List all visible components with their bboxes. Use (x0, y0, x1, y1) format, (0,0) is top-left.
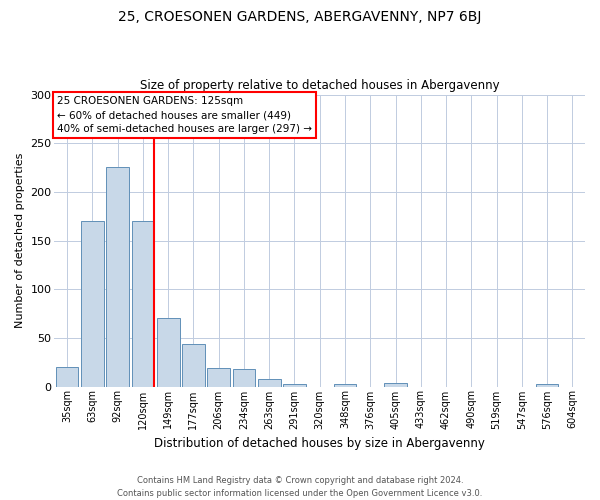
Bar (233, 369, 256, 386)
Bar (283, 384, 306, 386)
Text: 25 CROESONEN GARDENS: 125sqm
← 60% of detached houses are smaller (449)
40% of s: 25 CROESONEN GARDENS: 125sqm ← 60% of de… (57, 96, 312, 134)
Bar (182, 344, 205, 386)
Bar (106, 166, 129, 386)
Bar (208, 368, 230, 386)
Bar (157, 318, 179, 386)
Text: 25, CROESONEN GARDENS, ABERGAVENNY, NP7 6BJ: 25, CROESONEN GARDENS, ABERGAVENNY, NP7 … (118, 10, 482, 24)
Bar (131, 221, 154, 386)
Bar (81, 221, 104, 386)
Bar (56, 367, 79, 386)
Y-axis label: Number of detached properties: Number of detached properties (15, 153, 25, 328)
X-axis label: Distribution of detached houses by size in Abergavenny: Distribution of detached houses by size … (154, 437, 485, 450)
Title: Size of property relative to detached houses in Abergavenny: Size of property relative to detached ho… (140, 79, 500, 92)
Bar (536, 384, 559, 386)
Text: Contains HM Land Registry data © Crown copyright and database right 2024.
Contai: Contains HM Land Registry data © Crown c… (118, 476, 482, 498)
Bar (334, 384, 356, 386)
Bar (258, 378, 281, 386)
Bar (384, 382, 407, 386)
